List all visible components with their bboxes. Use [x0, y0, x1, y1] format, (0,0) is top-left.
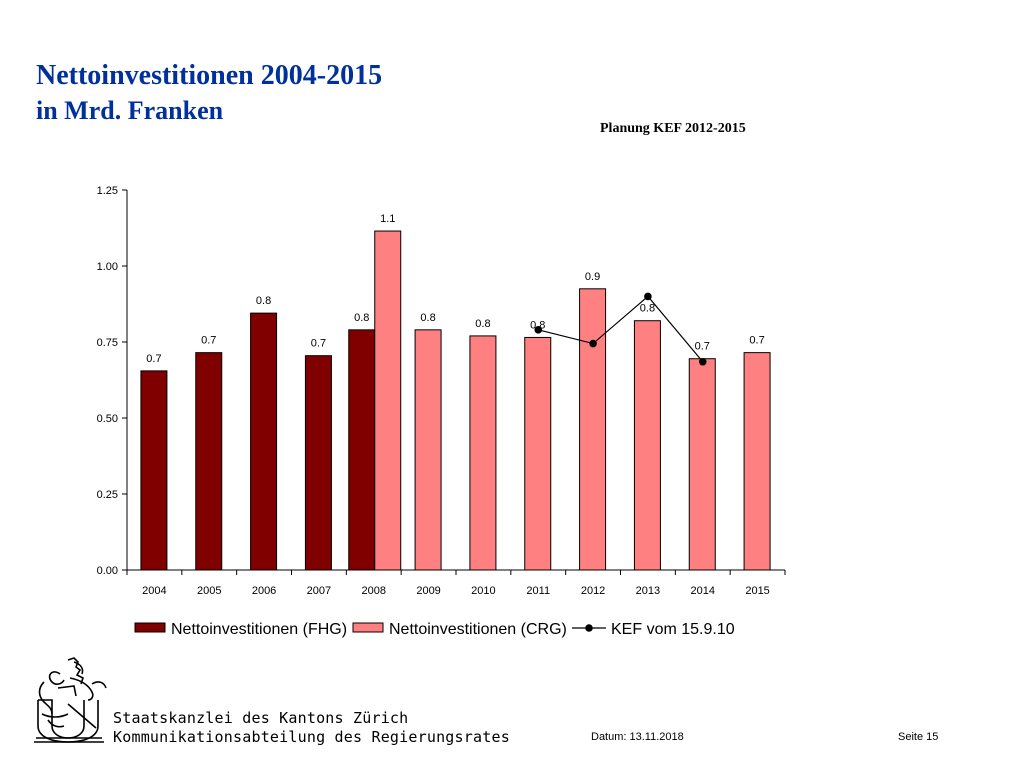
legend-swatch-fhg: [134, 622, 166, 633]
bar: [579, 288, 607, 571]
data-label: 0.9: [585, 271, 600, 283]
data-label: 0.7: [201, 335, 216, 347]
kef-point: [644, 292, 652, 301]
bar: [250, 312, 278, 571]
x-tick-label: 2004: [142, 585, 166, 597]
y-tick-label: 0.75: [97, 337, 118, 349]
kef-point: [589, 339, 597, 348]
y-tick-label: 0.00: [97, 565, 118, 577]
data-label: 0.8: [475, 318, 490, 330]
legend-swatch-crg: [352, 622, 384, 633]
chart-subtitle: in Mrd. Franken: [36, 96, 224, 125]
canton-zurich-logo: [34, 657, 107, 743]
bar: [195, 352, 223, 571]
x-tick-label: 2005: [197, 585, 221, 597]
org-department: Kommunikationsabteilung des Regierungsra…: [113, 728, 510, 746]
planning-note: Planung KEF 2012-2015: [600, 121, 746, 136]
bar: [348, 329, 376, 571]
bar: [688, 358, 716, 571]
bar: [140, 370, 168, 571]
x-tick-label: 2007: [307, 585, 331, 597]
legend-label-crg: Nettoinvestitionen (CRG): [389, 621, 567, 638]
x-tick-label: 2015: [745, 585, 769, 597]
data-label: 1.1: [380, 213, 395, 225]
y-tick-label: 1.00: [97, 261, 118, 273]
chart-title: Nettoinvestitionen 2004-2015: [36, 60, 383, 91]
bar: [469, 335, 497, 571]
x-tick-label: 2010: [471, 585, 495, 597]
legend-label-fhg: Nettoinvestitionen (FHG): [171, 621, 347, 638]
data-label: 0.8: [256, 295, 271, 307]
bar: [743, 352, 771, 571]
bar: [304, 355, 332, 571]
kef-line: [538, 295, 704, 363]
y-tick-label: 0.50: [97, 413, 118, 425]
bar: [524, 336, 552, 571]
kef-point: [698, 357, 707, 366]
x-tick-label: 2011: [526, 585, 550, 597]
data-label: 0.7: [749, 335, 764, 347]
data-label: 0.8: [640, 303, 655, 315]
bar: [414, 329, 442, 571]
bar: [633, 320, 661, 571]
footer-date: Datum: 13.11.2018: [591, 731, 684, 743]
org-name: Staatskanzlei des Kantons Zürich: [113, 709, 409, 727]
kef-point: [534, 326, 543, 334]
data-label: 0.8: [354, 312, 369, 324]
y-tick-label: 0.25: [97, 489, 118, 501]
data-label: 0.7: [311, 338, 326, 350]
data-label: 0.8: [420, 312, 435, 324]
bar-chart: 0.00 0.25 0.50 0.75 1.00 1.25 2004 2005 2006 2007…: [97, 185, 786, 638]
x-tick-label: 2009: [416, 585, 440, 597]
bar: [374, 230, 402, 571]
data-label: 0.7: [146, 353, 161, 365]
legend-marker-kef: [585, 624, 593, 632]
x-tick-label: 2008: [362, 585, 386, 597]
x-tick-label: 2014: [691, 585, 715, 597]
legend-label-kef: KEF vom 15.9.10: [611, 621, 735, 638]
y-tick-label: 1.25: [97, 185, 118, 197]
x-tick-label: 2006: [252, 585, 276, 597]
x-tick-label: 2013: [636, 585, 660, 597]
data-label: 0.7: [695, 341, 710, 353]
page-number: Seite 15: [898, 731, 939, 743]
x-tick-label: 2012: [581, 585, 605, 597]
